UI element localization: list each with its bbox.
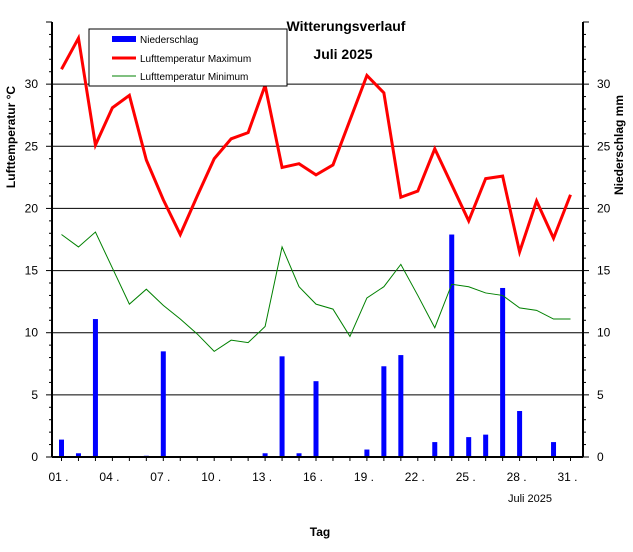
precipitation-bar-day-26 — [483, 434, 489, 457]
x-tick-label-16: 16 . — [303, 470, 323, 484]
precipitation-bar-day-24 — [449, 234, 455, 457]
right-y-ticks: 0 5 10 15 20 25 30 — [583, 21, 611, 464]
temperature-lines — [60, 33, 572, 353]
right-tick-label-20: 20 — [597, 201, 611, 215]
precipitation-bar-day-1 — [59, 439, 64, 457]
precipitation-bar-day-7 — [160, 351, 166, 457]
series-line-minimum — [61, 231, 571, 353]
x-tick-label-1: 01 . — [48, 470, 68, 484]
precipitation-bar-day-25 — [466, 437, 472, 457]
x-tick-label-28: 28 . — [507, 470, 527, 484]
x-ticks: 01 . 04 . 07 . 10 . 13 . 16 . 19 . 22 . 25 . 28 .… — [48, 457, 578, 484]
legend-label-minimum: Lufttemperatur Minimum — [140, 72, 248, 83]
y-axis-right-label: Niederschlag mm — [612, 95, 626, 195]
chart-subtitle: Juli 2025 — [313, 46, 372, 62]
y-axis-left-label: Lufttemperatur °C — [4, 86, 18, 188]
left-y-ticks: 0 5 10 15 20 25 30 — [25, 21, 52, 464]
chart-title: Witterungsverlauf — [287, 18, 406, 34]
legend-label-maximum: Lufttemperatur Maximum — [140, 54, 251, 65]
x-tick-label-22: 22 . — [405, 470, 425, 484]
series-line-maximum — [60, 33, 572, 258]
precipitation-bar-day-30 — [551, 442, 557, 457]
left-tick-label-0: 0 — [31, 450, 38, 464]
x-tick-label-10: 10 . — [201, 470, 221, 484]
precipitation-bar-day-21 — [398, 355, 404, 457]
x-axis-label: Tag — [310, 525, 330, 539]
x-tick-label-25: 25 . — [456, 470, 476, 484]
left-tick-label-15: 15 — [25, 264, 39, 278]
right-tick-label-0: 0 — [597, 450, 604, 464]
x-tick-label-13: 13 . — [252, 470, 272, 484]
precipitation-bar-day-27 — [500, 287, 506, 457]
x-tick-label-19: 19 . — [354, 470, 374, 484]
month-label: Juli 2025 — [508, 493, 552, 505]
right-tick-label-10: 10 — [597, 326, 611, 340]
right-tick-label-5: 5 — [597, 388, 604, 402]
precipitation-bar-day-3 — [92, 319, 98, 457]
precipitation-bar-day-23 — [432, 442, 438, 457]
precipitation-bars — [59, 234, 557, 457]
x-tick-label-7: 07 . — [150, 470, 170, 484]
legend-label-niederschlag: Niederschlag — [140, 35, 198, 46]
left-tick-label-25: 25 — [25, 139, 39, 153]
right-tick-label-30: 30 — [597, 77, 611, 91]
precipitation-bar-day-13 — [262, 453, 268, 457]
left-tick-label-20: 20 — [25, 201, 39, 215]
precipitation-bar-day-28 — [517, 411, 523, 457]
precipitation-bar-day-15 — [296, 453, 302, 457]
right-tick-label-25: 25 — [597, 139, 611, 153]
precipitation-bar-day-2 — [75, 453, 81, 457]
left-tick-label-30: 30 — [25, 77, 39, 91]
precipitation-bar-day-14 — [279, 356, 285, 457]
x-tick-label-31: 31 . — [557, 470, 577, 484]
precipitation-bar-day-19 — [364, 449, 370, 457]
x-tick-label-4: 04 . — [99, 470, 119, 484]
right-tick-label-15: 15 — [597, 264, 611, 278]
legend-swatch-niederschlag — [112, 36, 136, 42]
precipitation-bar-day-20 — [381, 366, 387, 457]
legend: Niederschlag Lufttemperatur Maximum Luft… — [88, 28, 288, 87]
left-tick-label-5: 5 — [31, 388, 38, 402]
left-tick-label-10: 10 — [25, 326, 39, 340]
precipitation-bar-day-16 — [313, 381, 319, 457]
axes — [51, 22, 584, 458]
